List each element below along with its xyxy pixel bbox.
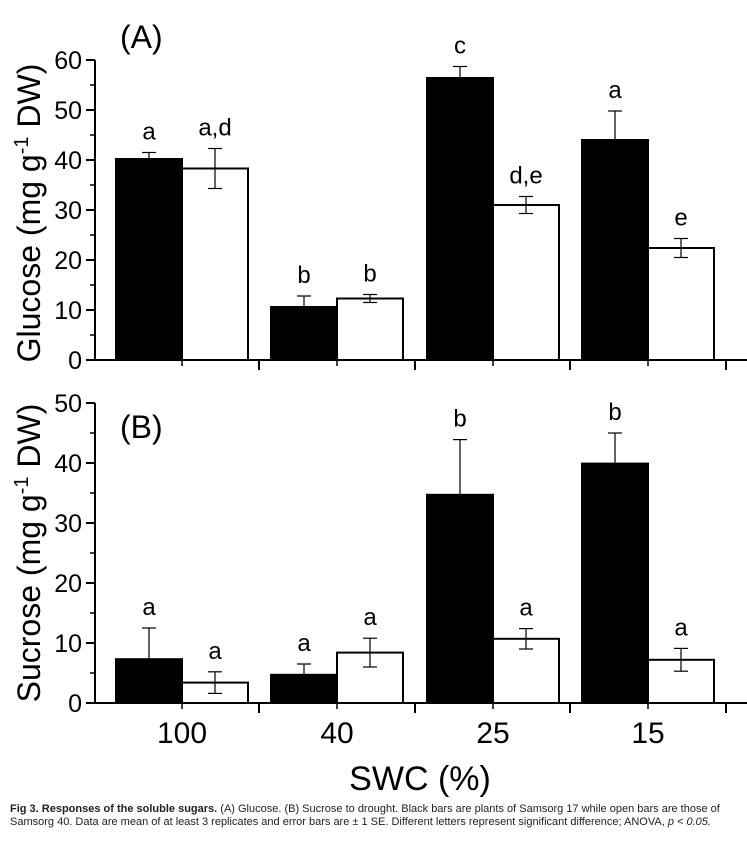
significance-letter: a	[519, 595, 533, 622]
y-axis-label: Sucrose (mg g-1 DW)	[11, 404, 47, 703]
y-tick-label: 20	[54, 570, 82, 598]
significance-letter: a	[674, 614, 688, 641]
bar-black-25	[426, 77, 494, 361]
y-tick-label: 10	[54, 297, 82, 325]
significance-letter: d,e	[509, 163, 542, 190]
panel-a-glucose-chart: a b c a a,d b d,e e 0 10 20 30 40 50 60 (A) Glucose (mg …	[11, 19, 747, 375]
figure: a b c a a,d b d,e e 0 10 20 30 40 50 60 (A) Glucose (mg …	[11, 19, 747, 798]
bar-open-40	[336, 297, 404, 361]
significance-letter: b	[297, 262, 310, 289]
significance-letter: c	[454, 33, 466, 60]
y-tick-label: 30	[54, 197, 82, 225]
bar-open-25	[492, 204, 560, 361]
x-tick-label: 40	[320, 717, 353, 750]
x-tick-label: 25	[476, 717, 509, 750]
y-tick-label: 30	[54, 510, 82, 538]
significance-letter: a	[142, 594, 156, 621]
significance-letter: a	[208, 638, 222, 665]
bar-black-15	[581, 462, 649, 704]
caption-p-value: p < 0.05.	[667, 816, 711, 828]
y-axis-label: Glucose (mg g-1 DW)	[11, 64, 47, 363]
significance-letter: b	[363, 261, 376, 288]
bar-open-15	[647, 247, 715, 361]
y-tick-label: 50	[54, 97, 82, 125]
x-tick-label: 15	[631, 717, 664, 750]
significance-letter: a	[142, 119, 156, 146]
caption-body: (A) Glucose. (B) Sucrose to drought. Bla…	[10, 803, 720, 828]
caption-lead: Fig 3. Responses of the soluble sugars.	[10, 803, 218, 815]
y-tick-label: 0	[68, 690, 82, 718]
x-axis-label: SWC (%)	[349, 760, 491, 798]
panel-label: (B)	[120, 409, 163, 445]
bar-black-100	[115, 158, 183, 361]
y-tick-label: 10	[54, 630, 82, 658]
panel-b-sucrose-chart: a a b b a a a a 0 10 20 30 40 50 100 40 25 15 (B) Sucrose (…	[11, 390, 747, 750]
significance-letter: b	[608, 399, 621, 426]
significance-letter: b	[453, 406, 466, 433]
y-tick-label: 60	[54, 47, 82, 75]
y-tick-label: 40	[54, 450, 82, 478]
significance-letter: a	[297, 630, 311, 657]
panel-label: (A)	[120, 19, 163, 55]
bar-open-100	[181, 167, 249, 361]
significance-letter: a	[608, 77, 622, 104]
significance-letter: e	[674, 205, 687, 232]
significance-letter: a,d	[198, 115, 231, 142]
significance-letter: a	[363, 604, 377, 631]
figure-caption: Fig 3. Responses of the soluble sugars. …	[10, 803, 735, 829]
x-tick-label: 100	[157, 717, 207, 750]
y-tick-label: 0	[68, 347, 82, 375]
y-tick-label: 20	[54, 247, 82, 275]
y-tick-label: 40	[54, 147, 82, 175]
bar-black-15	[581, 139, 649, 361]
y-tick-label: 50	[54, 390, 82, 418]
